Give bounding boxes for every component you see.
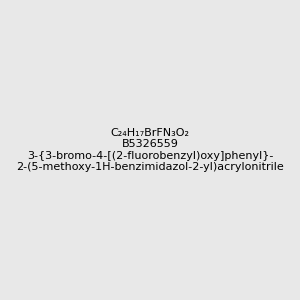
Text: C₂₄H₁₇BrFN₃O₂
B5326559
3-{3-bromo-4-[(2-fluorobenzyl)oxy]phenyl}-
2-(5-methoxy-1: C₂₄H₁₇BrFN₃O₂ B5326559 3-{3-bromo-4-[(2-…: [16, 128, 284, 172]
